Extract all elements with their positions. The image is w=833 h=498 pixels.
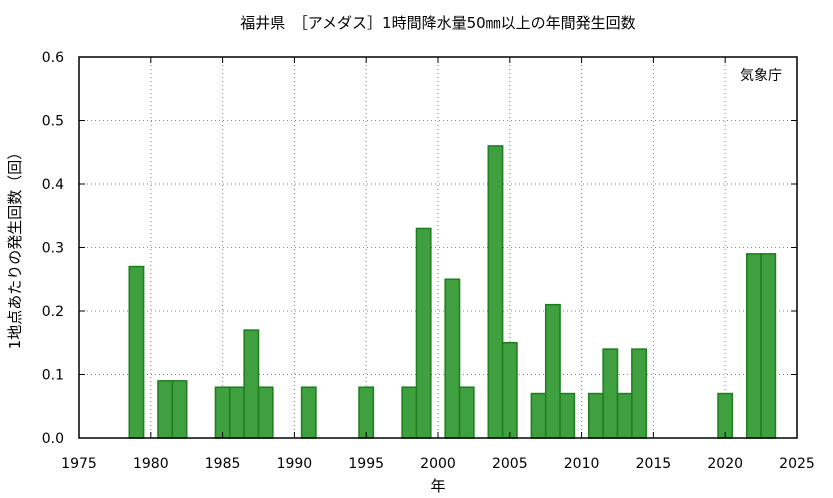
x-tick-label: 2020 (707, 456, 743, 472)
x-tick-label: 2025 (779, 456, 815, 472)
bar-2023 (760, 253, 777, 439)
bar-1981 (157, 380, 174, 439)
x-tick-label: 2015 (636, 456, 672, 472)
bar-2007 (530, 392, 547, 439)
bar-2013 (616, 392, 633, 439)
bar-2009 (559, 392, 576, 439)
y-tick-label: 0.2 (42, 304, 64, 320)
y-tick-label: 0.6 (42, 50, 64, 66)
bar-1979 (128, 265, 145, 439)
y-axis-label: 1地点あたりの発生回数（回） (6, 145, 24, 350)
bar-1986 (229, 386, 245, 439)
chart-title: 福井県 ［アメダス］1時間降水量50㎜以上の年間発生回数 (240, 14, 635, 32)
bar-2008 (544, 303, 561, 439)
bar-2001 (444, 278, 461, 439)
bar-2022 (745, 253, 762, 439)
x-tick-label: 1995 (348, 456, 384, 472)
bar-2011 (588, 392, 604, 439)
x-tick-label: 1990 (277, 456, 313, 472)
y-tick-label: 0.5 (42, 114, 64, 130)
bar-1995 (358, 386, 375, 439)
y-tick-label: 0.4 (42, 177, 64, 193)
y-tick-label: 0.0 (42, 431, 64, 447)
axis-ticks: 1975 1980 1985 1990 1995 2000 2005 2010 2015 2020… (42, 50, 815, 472)
y-tick-label: 0.1 (42, 368, 64, 384)
bar-1991 (300, 386, 317, 439)
bar-2004 (487, 145, 504, 439)
bar-2014 (631, 348, 647, 439)
bar-1999 (415, 227, 432, 439)
x-tick-label: 1980 (133, 456, 169, 472)
source-label: 気象庁 (740, 68, 782, 84)
bar-1987 (243, 329, 260, 439)
bar-1988 (257, 386, 274, 439)
bar-2012 (602, 348, 619, 439)
bar-2002 (458, 386, 475, 439)
x-tick-label: 1985 (205, 456, 241, 472)
bars (128, 145, 777, 439)
bar-1982 (171, 380, 188, 439)
x-tick-label: 1975 (61, 456, 97, 472)
x-axis-label: 年 (430, 477, 445, 495)
y-tick-label: 0.3 (42, 241, 64, 257)
bar-2005 (501, 342, 518, 439)
x-tick-label: 2005 (492, 456, 528, 472)
bar-1985 (214, 386, 231, 439)
bar-1998 (401, 386, 418, 439)
x-tick-label: 2010 (564, 456, 600, 472)
bar-2020 (717, 392, 734, 439)
x-tick-label: 2000 (420, 456, 456, 472)
